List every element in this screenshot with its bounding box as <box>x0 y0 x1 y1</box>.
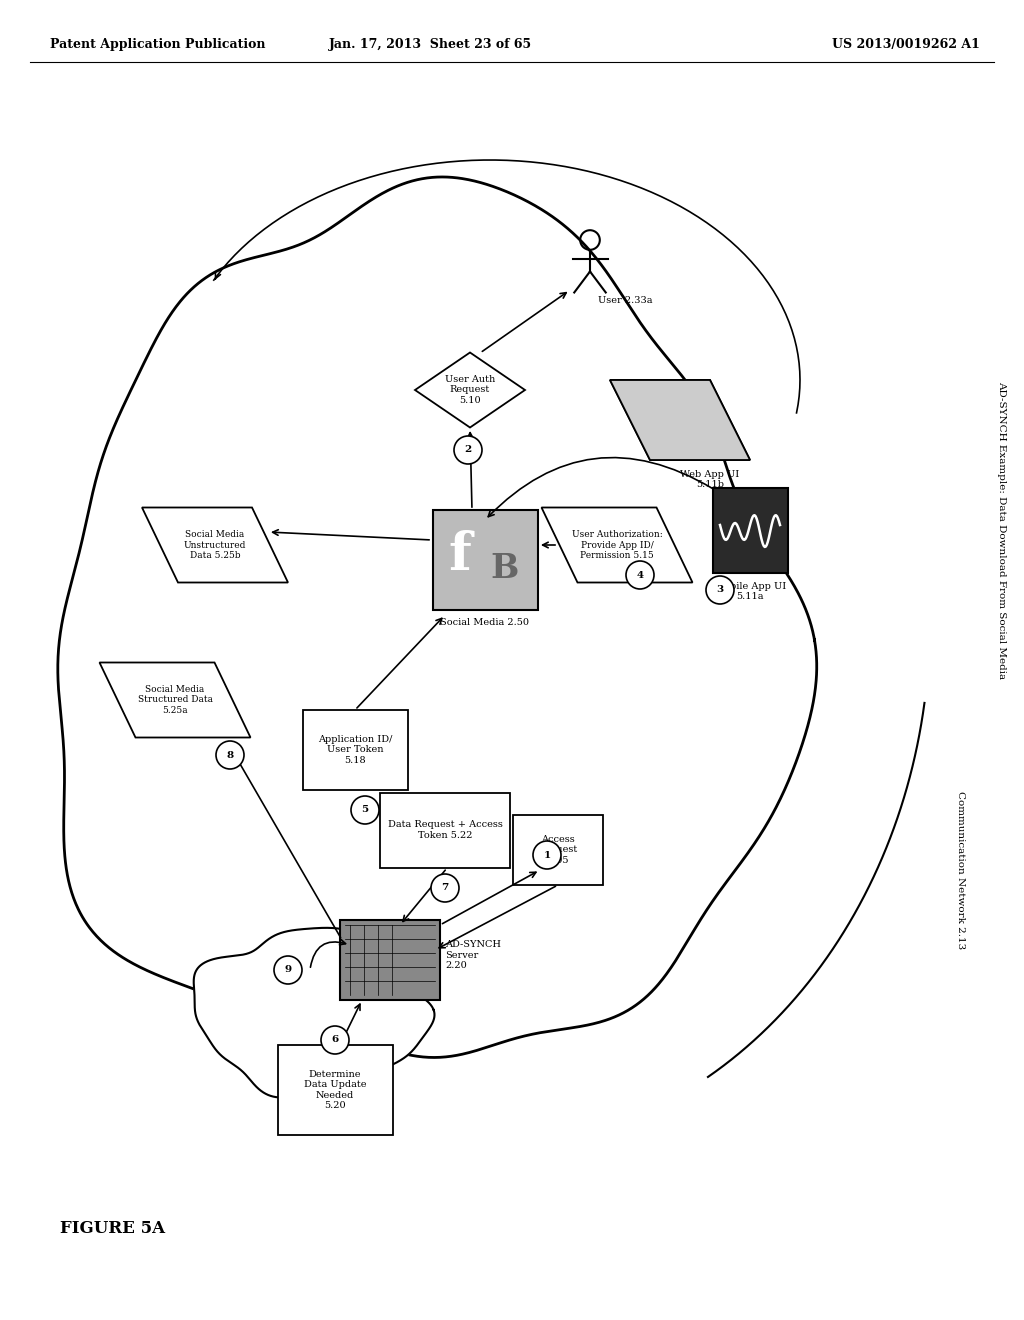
Text: Social Media
Unstructured
Data 5.25b: Social Media Unstructured Data 5.25b <box>184 531 246 560</box>
Text: Communication Network 2.13: Communication Network 2.13 <box>955 791 965 949</box>
Text: Determine
Data Update
Needed
5.20: Determine Data Update Needed 5.20 <box>304 1071 367 1110</box>
Text: 3: 3 <box>717 586 724 594</box>
Text: Mobile App UI
5.11a: Mobile App UI 5.11a <box>714 582 786 602</box>
Bar <box>278 1045 392 1135</box>
Text: 8: 8 <box>226 751 233 759</box>
Circle shape <box>351 796 379 824</box>
Text: f: f <box>449 529 471 581</box>
Polygon shape <box>57 177 817 1057</box>
Circle shape <box>534 841 561 869</box>
Text: 1: 1 <box>544 850 551 859</box>
Circle shape <box>431 874 459 902</box>
Text: 7: 7 <box>441 883 449 892</box>
Text: User Authorization:
Provide App ID/
Permission 5.15: User Authorization: Provide App ID/ Perm… <box>571 531 663 560</box>
Text: Social Media
Structured Data
5.25a: Social Media Structured Data 5.25a <box>137 685 213 715</box>
Text: Web App UI
5.11b: Web App UI 5.11b <box>680 470 739 490</box>
Circle shape <box>274 956 302 983</box>
Text: User Auth
Request
5.10: User Auth Request 5.10 <box>444 375 496 405</box>
Text: 5: 5 <box>361 805 369 814</box>
Text: Social Media 2.50: Social Media 2.50 <box>440 618 529 627</box>
Text: Data Request + Access
Token 5.22: Data Request + Access Token 5.22 <box>387 820 503 840</box>
Text: B: B <box>490 552 519 585</box>
Text: AD-SYNCH Example: Data Download From Social Media: AD-SYNCH Example: Data Download From Soc… <box>997 381 1007 678</box>
Bar <box>713 487 787 573</box>
Text: 2: 2 <box>464 446 472 454</box>
Circle shape <box>216 741 244 770</box>
Polygon shape <box>610 380 750 459</box>
Circle shape <box>454 436 482 465</box>
Text: US 2013/0019262 A1: US 2013/0019262 A1 <box>833 38 980 51</box>
Text: 9: 9 <box>285 965 292 974</box>
Text: FIGURE 5A: FIGURE 5A <box>60 1220 165 1237</box>
Polygon shape <box>99 663 251 738</box>
Polygon shape <box>142 507 288 582</box>
Bar <box>302 710 408 789</box>
Text: AD-SYNCH
Server
2.20: AD-SYNCH Server 2.20 <box>445 940 501 970</box>
Polygon shape <box>542 507 692 582</box>
Bar <box>380 792 510 867</box>
Bar <box>340 920 440 1001</box>
Bar <box>513 814 603 884</box>
Text: Jan. 17, 2013  Sheet 23 of 65: Jan. 17, 2013 Sheet 23 of 65 <box>329 38 531 51</box>
Text: Application ID/
User Token
5.18: Application ID/ User Token 5.18 <box>317 735 392 764</box>
Circle shape <box>321 1026 349 1053</box>
Text: Access
Request
5.05: Access Request 5.05 <box>538 836 579 865</box>
Text: User 2.33a: User 2.33a <box>598 296 652 305</box>
Text: Patent Application Publication: Patent Application Publication <box>50 38 265 51</box>
Circle shape <box>706 576 734 605</box>
Polygon shape <box>194 928 434 1097</box>
Bar <box>432 510 538 610</box>
Polygon shape <box>415 352 525 428</box>
Text: 6: 6 <box>332 1035 339 1044</box>
Polygon shape <box>610 380 750 459</box>
Circle shape <box>626 561 654 589</box>
Text: 4: 4 <box>637 570 643 579</box>
